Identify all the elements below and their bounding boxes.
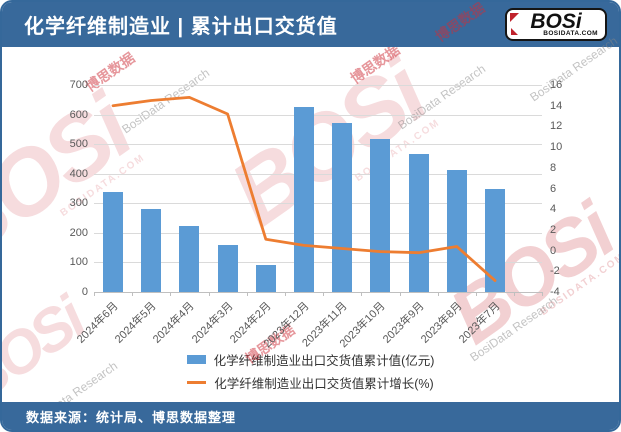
title-bar: 化学纤维制造业 | 累计出口交货值 BOSi BOSIDATA.COM [2,2,619,47]
x-axis-tick [399,292,401,296]
y-axis-label-left: 300 [69,197,88,210]
gridline [94,232,542,234]
logo-domain-text: BOSIDATA.COM [543,30,598,37]
x-axis-tick [437,292,439,296]
y-axis-label-left: 100 [69,256,88,269]
y-axis-label-right: 2 [550,223,557,236]
y-axis-label-right: 8 [550,161,557,174]
bar [332,122,353,292]
bosi-logo: BOSi BOSIDATA.COM [505,8,607,41]
bar [446,169,467,292]
x-axis-tick [284,292,286,296]
footer-bar: 数据来源：统计局、博思数据整理 [2,402,619,430]
x-axis-tick [475,292,477,296]
y-axis-label-right: 10 [550,141,563,154]
y-axis-label-right: 4 [550,203,557,216]
legend-label: 化学纤维制造业出口交货值累计值(亿元) [213,354,435,368]
x-axis-tick [132,292,134,296]
y-axis-label-left: 700 [69,79,88,91]
bar [141,209,162,292]
x-axis-tick [246,292,248,296]
x-axis-tick [93,292,95,296]
data-source-text: 数据来源：统计局、博思数据整理 [26,409,237,425]
x-axis-tick [361,292,363,296]
x-axis-tick [542,292,543,296]
y-axis-label-left: 0 [81,286,88,298]
y-axis-label-left: 600 [69,108,88,121]
y-axis-label-right: 14 [550,99,563,112]
x-axis-tick [514,292,516,296]
x-axis-tick [170,292,172,296]
bar [294,106,314,292]
y-axis-label-left: 500 [69,138,88,151]
bar [255,265,276,292]
legend-bar-swatch [186,355,206,364]
y-axis-label-right: 12 [550,120,563,133]
gridline [94,262,542,264]
y-axis-label-left: 200 [69,226,88,239]
y-axis-label-right: 16 [550,79,563,91]
gridline [94,114,542,116]
x-axis-tick [323,292,325,296]
bar [370,138,391,292]
chart-legend: 化学纤维制造业出口交货值累计值(亿元) 化学纤维制造业出口交货值累计增长(%) [2,350,619,392]
gridline [94,144,542,146]
gridline [94,173,542,175]
legend-line-swatch [187,381,207,384]
page-title: 化学纤维制造业 | 累计出口交货值 [24,16,338,38]
bar [217,244,238,292]
y-axis-label-right: -4 [550,286,560,298]
bar [408,153,429,292]
bar [103,191,123,292]
bar [179,226,200,292]
bar [485,188,505,292]
legend-label: 化学纤维制造业出口交货值累计增长(%) [214,377,434,391]
gridline [94,85,542,86]
y-axis-label-right: 6 [550,182,557,195]
y-axis-label-right: -2 [550,265,560,278]
logo-triangle-icon [511,28,518,35]
y-axis-label-left: 400 [69,167,88,180]
gridline [94,203,542,205]
legend-item: 化学纤维制造业出口交货值累计增长(%) [187,373,434,392]
x-axis-tick [208,292,210,296]
legend-item: 化学纤维制造业出口交货值累计值(亿元) [186,350,435,369]
logo-brand-text: BOSi [530,9,582,33]
logo-triangle-icon [510,13,519,22]
x-axis-line [94,292,542,293]
y-axis-label-right: 0 [550,244,557,257]
